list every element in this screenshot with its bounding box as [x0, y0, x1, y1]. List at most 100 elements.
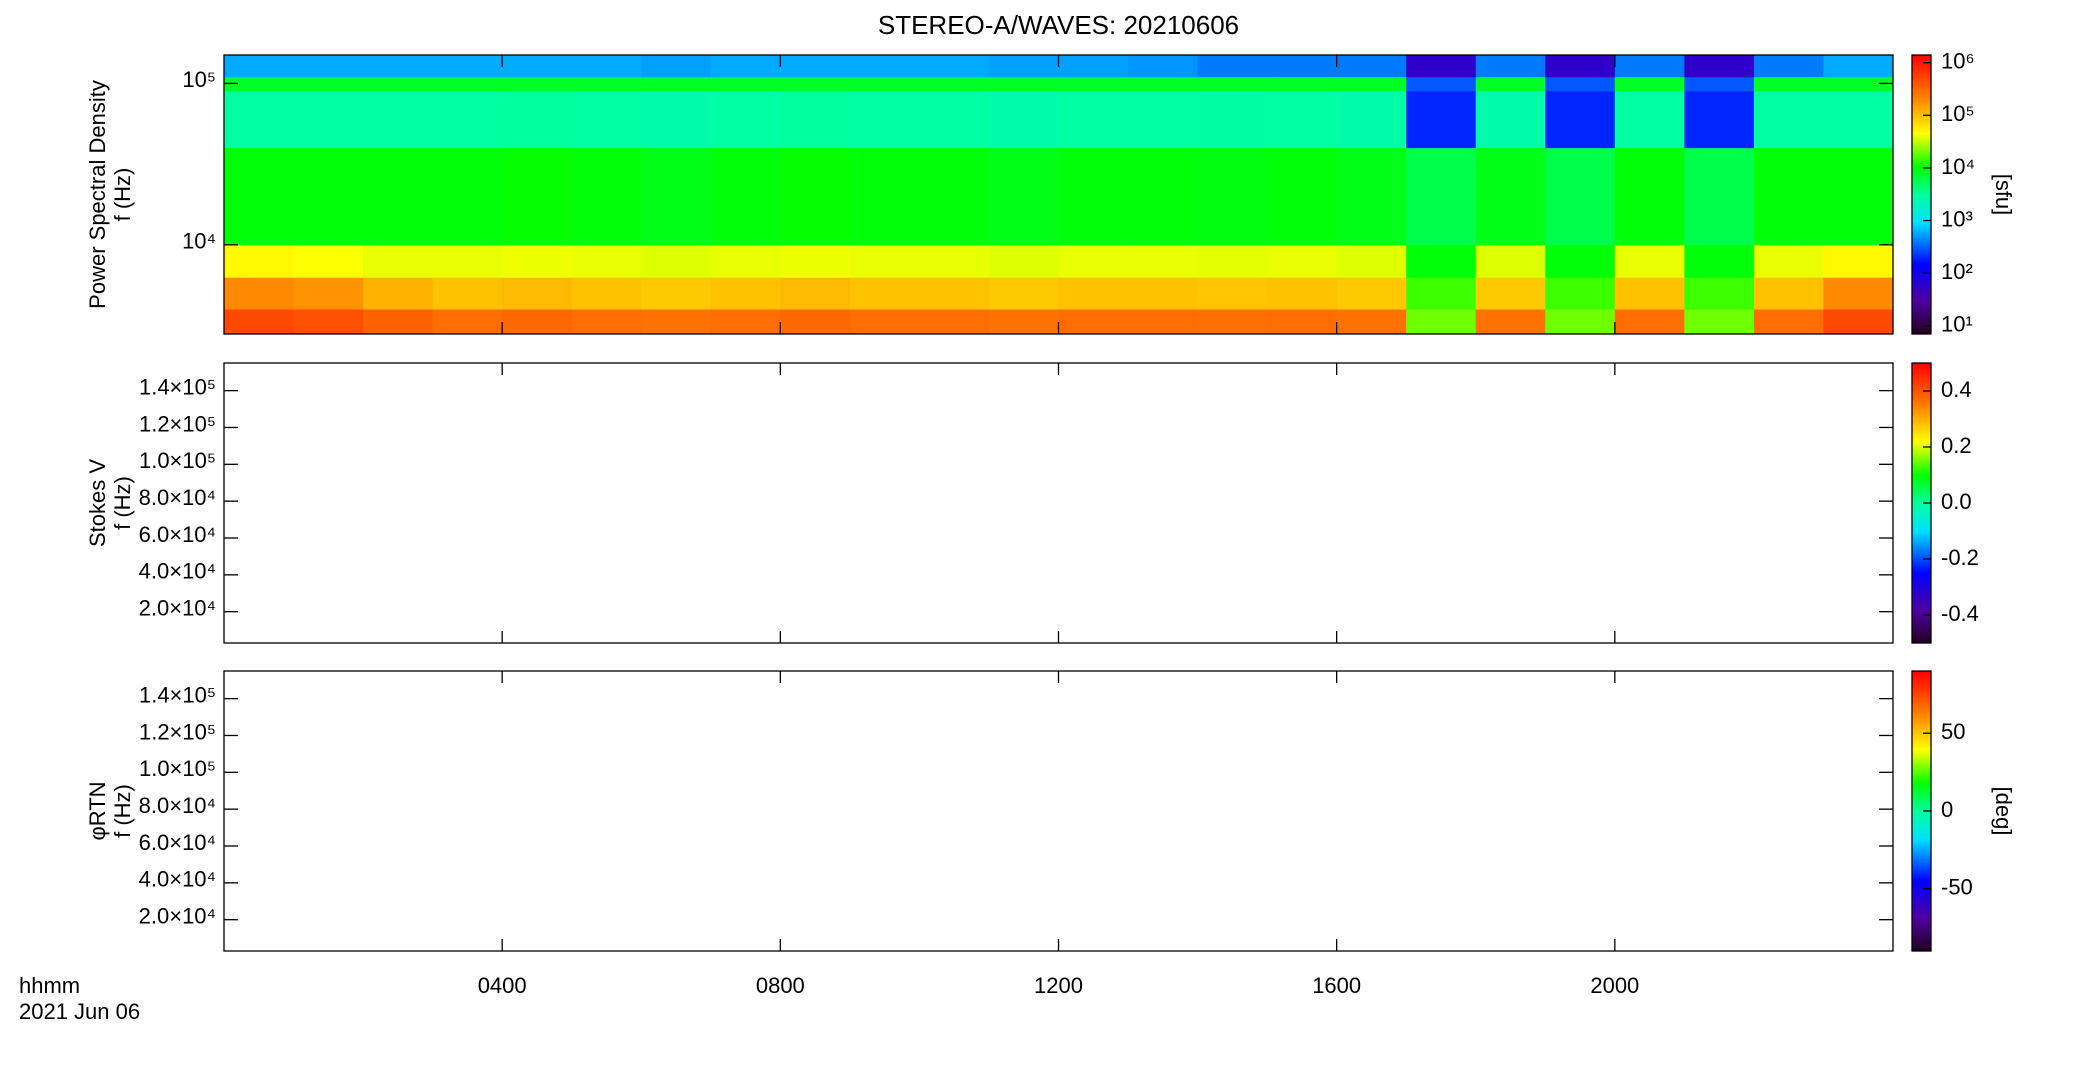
colorbar-segment [1912, 867, 1931, 870]
heatmap-cell [919, 76, 990, 92]
colorbar-segment [1912, 250, 1931, 254]
colorbar-segment [1912, 150, 1931, 154]
heatmap-cell [1128, 244, 1199, 278]
heatmap-cell [780, 244, 851, 278]
colorbar-segment [1912, 547, 1931, 551]
heatmap-cell [849, 76, 920, 92]
colorbar-segment [1912, 862, 1931, 866]
colorbar-segment [1912, 421, 1931, 425]
y-tick-label: 8.0×10⁴ [139, 485, 216, 510]
colorbar-tick-label: 10¹ [1941, 312, 1973, 337]
colorbar-segment [1912, 617, 1931, 621]
colorbar-segment [1912, 461, 1931, 464]
colorbar-segment [1912, 430, 1931, 434]
heatmap-cell [1545, 147, 1616, 246]
colorbar-segment [1912, 925, 1931, 929]
colorbar-segment [1912, 278, 1931, 282]
colorbar-segment [1912, 619, 1931, 623]
colorbar-segment [1912, 120, 1931, 123]
colorbar-segment [1912, 470, 1931, 474]
colorbar-segment [1912, 577, 1931, 581]
heatmap-cell [224, 244, 295, 278]
colorbar-segment [1912, 722, 1931, 726]
heatmap-cell [1684, 147, 1755, 246]
heatmap-cell [1684, 55, 1755, 78]
colorbar-segment [1912, 372, 1931, 376]
colorbar-segment [1912, 680, 1931, 684]
colorbar-segment [1912, 514, 1931, 518]
colorbar-segment [1912, 96, 1931, 100]
colorbar-segment [1912, 71, 1931, 75]
colorbar-segment [1912, 324, 1931, 328]
colorbar-segment [1912, 407, 1931, 411]
heatmap-cell [1545, 76, 1616, 92]
colorbar-segment [1912, 871, 1931, 875]
colorbar-segment [1912, 491, 1931, 495]
colorbar-segment [1912, 589, 1931, 593]
colorbar-segment [1912, 944, 1931, 947]
colorbar-segment [1912, 303, 1931, 307]
colorbar-segment [1912, 75, 1931, 79]
heatmap-cell [780, 76, 851, 92]
colorbar-segment [1912, 638, 1931, 642]
colorbar-segment [1912, 510, 1931, 513]
heatmap-cell [1684, 309, 1755, 335]
colorbar-segment [1912, 477, 1931, 481]
colorbar-label: [deg] [1991, 787, 2016, 836]
colorbar-segment [1912, 808, 1931, 812]
heatmap-cell [363, 309, 434, 335]
colorbar-segment [1912, 941, 1931, 945]
heatmap-cell [1684, 90, 1755, 149]
colorbar-segment [1912, 876, 1931, 880]
colorbar-segment [1912, 55, 1931, 58]
heatmap-cell [1336, 55, 1407, 78]
colorbar-segment [1912, 554, 1931, 558]
colorbar-segment [1912, 906, 1931, 910]
colorbar-segment [1912, 419, 1931, 422]
colorbar-segment [1912, 301, 1931, 305]
heatmap-cell [988, 147, 1059, 246]
colorbar-segment [1912, 612, 1931, 616]
colorbar-segment [1912, 846, 1931, 849]
colorbar-segment [1912, 745, 1931, 749]
colorbar-segment [1912, 540, 1931, 544]
heatmap-cell [1475, 309, 1546, 335]
colorbar-segment [1912, 736, 1931, 740]
heatmap-cell [1475, 55, 1546, 78]
colorbar-segment [1912, 377, 1931, 380]
heatmap-cell [1475, 76, 1546, 92]
colorbar-segment [1912, 433, 1931, 436]
heatmap-cell [1406, 55, 1477, 78]
colorbar-segment [1912, 759, 1931, 763]
colorbar-segment [1912, 920, 1931, 924]
heatmap-cell [1128, 90, 1199, 149]
heatmap-cell [502, 244, 573, 278]
heatmap-cell [571, 90, 642, 149]
colorbar-segment [1912, 78, 1931, 82]
colorbar-segment [1912, 400, 1931, 404]
heatmap-cell [1406, 90, 1477, 149]
colorbar-segment [1912, 731, 1931, 735]
heatmap-cell [1753, 309, 1824, 335]
colorbar-segment [1912, 370, 1931, 373]
colorbar-segment [1912, 596, 1931, 600]
colorbar-segment [1912, 320, 1931, 323]
heatmap-cell [1823, 55, 1894, 78]
colorbar-segment [1912, 92, 1931, 96]
heatmap-cell [641, 76, 712, 92]
colorbar-segment [1912, 811, 1931, 814]
colorbar-segment [1912, 930, 1931, 933]
colorbar-segment [1912, 568, 1931, 572]
heatmap-cell [919, 277, 990, 310]
colorbar-segment [1912, 493, 1931, 497]
colorbar-segment [1912, 465, 1931, 469]
y-tick-label: 4.0×10⁴ [139, 559, 216, 584]
heatmap-cell [710, 309, 781, 335]
colorbar-segment [1912, 59, 1931, 63]
colorbar-segment [1912, 143, 1931, 147]
colorbar-segment [1912, 57, 1931, 61]
heatmap-cell [1545, 90, 1616, 149]
colorbar-segment [1912, 227, 1931, 230]
y-axis-title: f (Hz) [110, 168, 135, 222]
heatmap-cell [1267, 309, 1338, 335]
